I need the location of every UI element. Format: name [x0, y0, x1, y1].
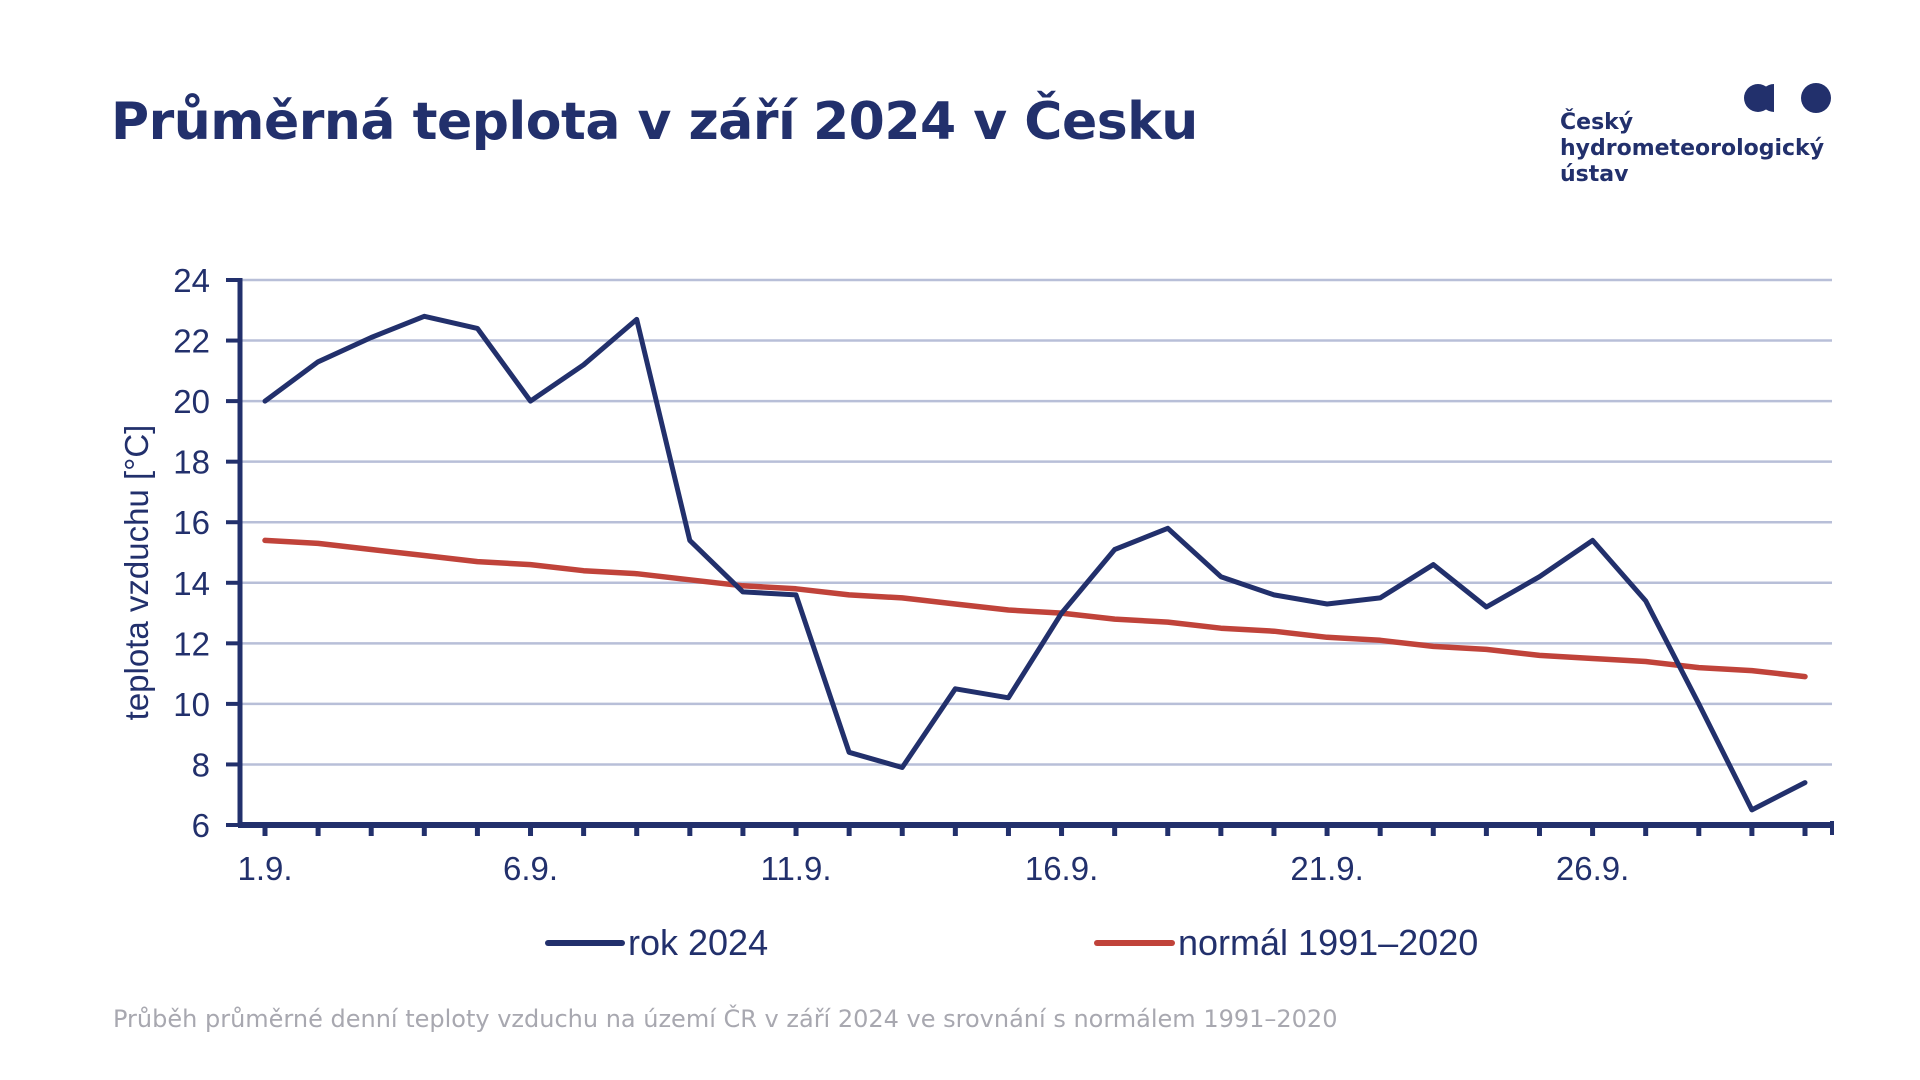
series-line-rok-2024 — [262, 313, 1808, 813]
chmi-logo: Český hydrometeorologický ústav — [1555, 80, 1845, 200]
y-tick-label-18: 18 — [173, 444, 210, 481]
chart-caption: Průběh průměrné denní teploty vzduchu na… — [113, 1005, 1338, 1033]
legend-label-rok-2024: rok 2024 — [628, 922, 768, 963]
legend-label-normal-1991-2020: normál 1991–2020 — [1178, 922, 1478, 963]
x-tick-label-11: 11.9. — [761, 850, 832, 887]
logo-text-line1: Český — [1560, 110, 1634, 135]
x-tick-label-21: 21.9. — [1290, 850, 1363, 887]
series-lines — [262, 313, 1808, 813]
series-line-normal-1991-2020 — [262, 537, 1808, 680]
grid-lines — [240, 278, 1832, 766]
page-title: Průměrná teplota v září 2024 v Česku — [111, 92, 1198, 152]
y-tick-label-10: 10 — [173, 686, 210, 723]
axes — [226, 278, 1834, 836]
legend: rok 2024 normál 1991–2020 — [545, 922, 1478, 963]
logo-text: Český hydrometeorologický ústav — [1560, 110, 1824, 188]
y-tick-label-22: 22 — [173, 323, 210, 360]
y-tick-label-16: 16 — [173, 504, 210, 541]
x-tick-label-16: 16.9. — [1025, 850, 1098, 887]
logo-mark-icon — [1744, 83, 1831, 113]
temperature-chart: 6 8 10 12 14 16 18 20 22 24 1.9. 6.9. 11.9. 16.9. 21.9… — [118, 262, 1834, 963]
y-tick-label-14: 14 — [173, 565, 210, 602]
y-tick-label-6: 6 — [192, 807, 210, 844]
y-tick-label-24: 24 — [173, 262, 210, 299]
y-tick-label-8: 8 — [192, 746, 210, 783]
x-tick-label-6: 6.9. — [503, 850, 558, 887]
logo-text-line3: ústav — [1560, 162, 1629, 187]
y-tick-label-12: 12 — [173, 625, 210, 662]
x-tick-label-26: 26.9. — [1556, 850, 1629, 887]
y-tick-label-20: 20 — [173, 383, 210, 420]
y-axis-label: teplota vzduchu [°C] — [118, 425, 155, 721]
x-tick-label-1: 1.9. — [237, 850, 292, 887]
logo-text-line2: hydrometeorologický — [1560, 136, 1825, 161]
tick-labels: 6 8 10 12 14 16 18 20 22 24 1.9. 6.9. 11.9. 16.9. 21.9… — [118, 262, 1629, 887]
